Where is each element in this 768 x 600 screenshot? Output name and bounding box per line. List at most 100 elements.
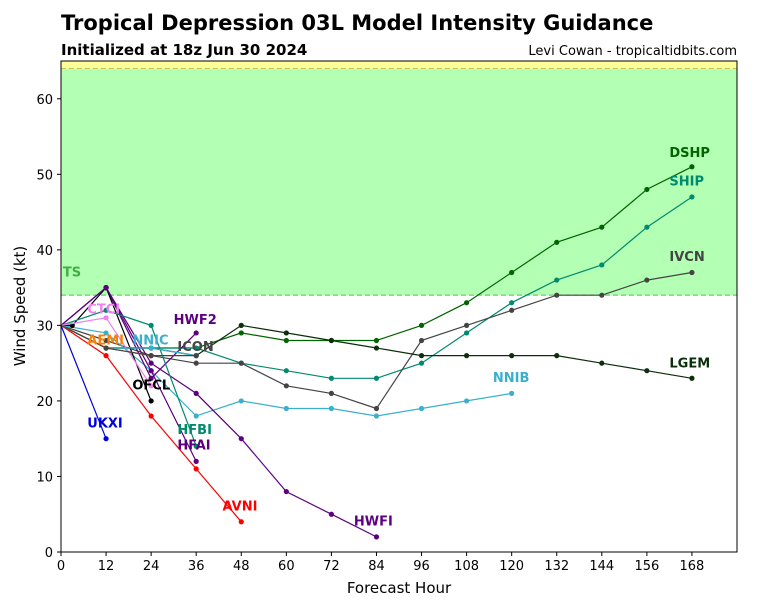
data-point (599, 262, 605, 268)
data-point (238, 322, 244, 328)
y-tick-label: 10 (36, 470, 53, 485)
data-point (148, 383, 154, 389)
label-nnib: NNIB (493, 371, 530, 386)
x-tick-label: 108 (454, 559, 479, 574)
data-point (283, 337, 289, 344)
data-point (554, 277, 560, 283)
x-tick-label: 84 (368, 559, 385, 574)
label-hwf2: HWF2 (174, 313, 217, 328)
chart-title: Tropical Depression 03L Model Intensity … (61, 11, 653, 35)
data-point (238, 330, 244, 336)
label-hwfi: HWFI (354, 515, 393, 530)
series-lgem (60, 322, 695, 381)
series-line-ofcl (61, 286, 152, 402)
series-ctci (60, 315, 154, 389)
data-point (148, 398, 154, 404)
data-point (103, 436, 109, 442)
label-nnic: NNIC (132, 333, 168, 348)
x-tick-label: 132 (544, 559, 569, 574)
data-point (103, 315, 109, 321)
data-point (464, 398, 470, 404)
y-tick-label: 0 (45, 546, 53, 561)
data-point (148, 368, 154, 374)
data-point (418, 353, 425, 359)
x-tick-label: 48 (233, 559, 250, 574)
series-ukxi (60, 325, 109, 442)
data-point (418, 405, 425, 412)
data-point (103, 353, 109, 359)
y-tick-label: 50 (36, 168, 53, 183)
data-point (103, 307, 109, 313)
label-ivcn: IVCN (669, 250, 704, 265)
data-point (103, 285, 109, 291)
data-point (283, 488, 289, 495)
x-tick-label: 36 (188, 559, 205, 574)
label-dshp: DSHP (669, 146, 710, 161)
data-point (328, 337, 334, 344)
data-point (193, 443, 199, 449)
data-point (103, 337, 109, 344)
series-icon (60, 324, 199, 359)
data-point (373, 534, 380, 540)
data-point (373, 413, 380, 419)
data-point (148, 345, 154, 351)
x-tick-label: 72 (323, 559, 340, 574)
x-tick-label: 120 (499, 559, 524, 574)
x-tick-label: 60 (278, 559, 295, 574)
label-avni: AVNI (222, 499, 257, 514)
data-point (464, 353, 470, 359)
series-line-hwf2 (60, 286, 197, 380)
data-point (509, 353, 515, 359)
data-point (283, 368, 289, 374)
data-point (328, 375, 334, 381)
data-point (373, 405, 380, 412)
x-tick-label: 168 (680, 559, 705, 574)
x-tick-label: 0 (57, 559, 65, 574)
y-axis-label: Wind Speed (kt) (11, 246, 29, 367)
data-point (599, 360, 605, 366)
data-point (103, 345, 109, 351)
data-point (464, 300, 470, 306)
data-point (554, 239, 560, 245)
data-point (418, 337, 425, 344)
data-point (193, 360, 199, 366)
data-point (148, 353, 154, 359)
plot-frame (60, 60, 738, 553)
data-point (689, 164, 695, 170)
data-point (599, 292, 605, 298)
data-point (238, 436, 244, 442)
label-ctci: CTCI (87, 302, 120, 317)
data-point (418, 360, 425, 366)
data-point (193, 413, 199, 419)
chart-subtitle: Initialized at 18z Jun 30 2024 (61, 41, 307, 59)
data-point (464, 322, 470, 328)
data-point (644, 368, 650, 374)
band-ts (61, 68, 737, 296)
data-point (238, 398, 244, 404)
data-point (238, 360, 244, 366)
data-point (148, 413, 154, 419)
label-ts: TS (63, 265, 81, 280)
data-point (283, 405, 289, 412)
series-line-hwfi (60, 286, 377, 538)
data-point (373, 337, 380, 344)
data-point (328, 511, 334, 517)
series-ivcn (60, 269, 695, 412)
label-ofcl: OFCL (132, 379, 170, 394)
label-ukxi: UKXI (87, 416, 123, 431)
y-tick-label: 20 (36, 395, 53, 410)
data-point (148, 322, 154, 328)
label-aemi: AEMI (87, 333, 124, 348)
series-avni (60, 324, 244, 525)
series-line-icon (60, 324, 197, 357)
data-point (103, 330, 109, 336)
label-ship: SHIP (669, 175, 704, 190)
data-point (689, 269, 695, 276)
label-hfai: HFAI (177, 438, 210, 453)
data-point (193, 458, 199, 464)
data-point (644, 277, 650, 283)
data-point (238, 519, 244, 525)
data-point (328, 390, 334, 396)
series-hfbi (60, 307, 199, 449)
